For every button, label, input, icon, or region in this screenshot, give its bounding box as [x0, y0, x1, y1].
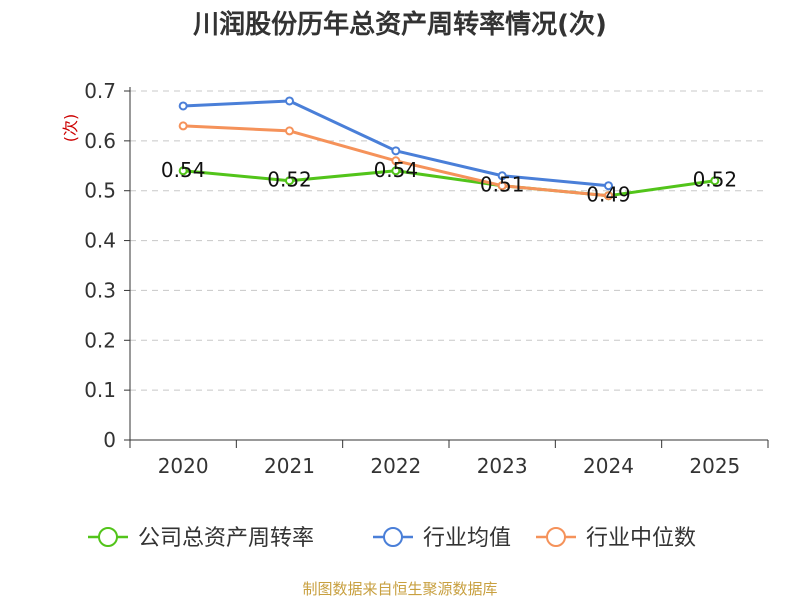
- legend-label: 行业均值: [423, 526, 511, 551]
- data-point: [604, 181, 613, 191]
- data-label: 0.51: [480, 173, 525, 197]
- data-point: [285, 176, 294, 186]
- data-point: [604, 191, 613, 201]
- data-point: [178, 166, 188, 176]
- y-tick-label: 0.4: [84, 229, 116, 253]
- data-label: 0.49: [586, 183, 631, 207]
- data-point: [391, 166, 401, 176]
- series-lines: [178, 96, 720, 201]
- data-point: [178, 101, 188, 111]
- y-tick-label: 0.2: [84, 328, 116, 352]
- x-tick-label: 2020: [158, 454, 209, 478]
- x-tick-label: 2025: [689, 454, 740, 478]
- data-point: [497, 171, 507, 181]
- data-label: 0.52: [267, 168, 312, 192]
- data-labels: 0.54 0.52 0.54 0.51 0.49 0.52: [161, 158, 737, 207]
- y-tick-label: 0.7: [84, 79, 116, 103]
- series-line: [183, 169, 716, 198]
- data-point: [391, 156, 401, 166]
- chart-title: 川润股份历年总资产周转率情况(次): [193, 9, 607, 40]
- legend: 公司总资产周转率 行业均值 行业中位数: [88, 526, 696, 551]
- y-tick-label: 0.1: [84, 378, 116, 402]
- data-label: 0.54: [161, 158, 206, 182]
- legend-swatch-marker: [546, 527, 566, 547]
- data-point: [285, 96, 294, 106]
- y-tick-label: 0.5: [84, 179, 116, 203]
- legend-swatch-marker: [98, 527, 118, 547]
- data-point: [391, 146, 401, 156]
- data-label: 0.54: [374, 158, 419, 182]
- grid-lines: [130, 90, 768, 391]
- x-tick-labels: 2020 2021 2022 2023 2024 2025: [158, 454, 741, 478]
- x-tick-label: 2024: [583, 454, 634, 478]
- y-tick-label: 0.3: [84, 278, 116, 302]
- axes: [124, 87, 769, 448]
- x-tick-label: 2023: [477, 454, 528, 478]
- data-label: 0.52: [693, 168, 738, 192]
- data-point: [710, 176, 720, 186]
- source-note: 制图数据来自恒生聚源数据库: [302, 580, 497, 598]
- data-point: [497, 181, 507, 191]
- y-axis-label: (次): [61, 114, 80, 143]
- y-tick-label: 0: [103, 428, 116, 452]
- legend-swatch-marker: [383, 527, 403, 547]
- y-tick-label: 0.6: [84, 129, 116, 153]
- y-tick-labels: 0 0.1 0.2 0.3 0.4 0.5 0.6 0.7: [84, 79, 116, 452]
- legend-label: 行业中位数: [586, 526, 696, 551]
- legend-label: 公司总资产周转率: [138, 526, 314, 551]
- data-point: [285, 126, 294, 136]
- x-tick-label: 2021: [264, 454, 315, 478]
- x-tick-label: 2022: [370, 454, 421, 478]
- data-point: [178, 121, 188, 131]
